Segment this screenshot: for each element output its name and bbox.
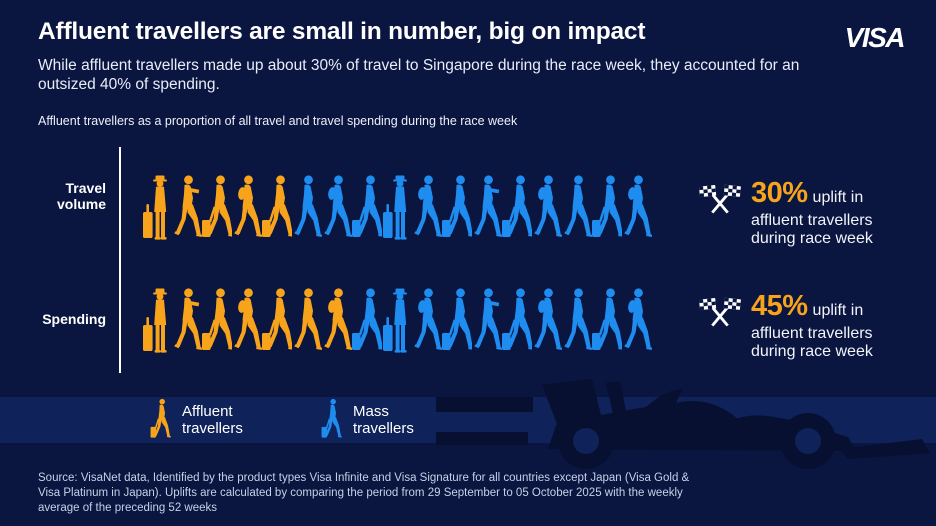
- uplift-percentage: 45%: [751, 290, 808, 322]
- traveller-icon-roller: [352, 281, 382, 357]
- traveller-icon-backpack: [412, 168, 442, 244]
- traveller-icon-walk: [292, 281, 322, 357]
- traveller-icon-wave: [172, 168, 202, 244]
- uplift-text: uplift in: [812, 189, 864, 206]
- traveller-icon-roller: [592, 168, 622, 244]
- traveller-icon-stand: [383, 288, 407, 353]
- legend-item-affluent: Affluent travellers: [148, 398, 264, 442]
- traveller-icon-backpack: [232, 281, 262, 357]
- uplift-callout-travel-volume: 30% uplift in affluent travellers during …: [698, 179, 929, 248]
- traveller-icon-roller: [442, 281, 472, 357]
- uplift-callout-spending: 45% uplift in affluent travellers during …: [698, 292, 929, 361]
- traveller-icon-backpack: [532, 168, 562, 244]
- traveller-icon-backpack: [232, 168, 262, 244]
- row-label-travel-volume: Travel volume: [56, 180, 106, 212]
- source-note: Source: VisaNet data, Identified by the …: [38, 472, 690, 514]
- chart-caption: Affluent travellers as a proportion of a…: [38, 114, 518, 128]
- traveller-icon-roller: [502, 281, 532, 357]
- uplift-text: uplift in: [812, 302, 864, 319]
- legend: Affluent travellers Mass travellers: [148, 397, 435, 443]
- page-title: Affluent travellers are small in number,…: [38, 18, 646, 45]
- traveller-icon-backpack: [322, 168, 352, 244]
- f1-car-silhouette: [436, 379, 930, 469]
- visa-logo: VISA: [844, 22, 906, 53]
- legend-item-mass: Mass travellers: [319, 398, 435, 442]
- pictogram-row-travel-volume: [142, 166, 670, 244]
- traveller-icon-roller: [202, 168, 232, 244]
- subtitle: While affluent travellers made up about …: [38, 57, 800, 93]
- traveller-icon-roller: [262, 281, 292, 357]
- traveller-icon-backpack: [622, 281, 652, 357]
- traveller-icon-roller: [262, 168, 292, 244]
- traveller-icon-backpack: [412, 281, 442, 357]
- uplift-text: during race week: [751, 230, 873, 247]
- traveller-icon-wave: [172, 281, 202, 357]
- traveller-icon-stand: [383, 175, 407, 240]
- traveller-icon-roller: [502, 168, 532, 244]
- axis-divider: [119, 147, 121, 373]
- affluent-traveller-icon: [148, 398, 172, 442]
- uplift-text: affluent travellers: [751, 325, 873, 342]
- mass-traveller-icon: [319, 398, 343, 442]
- traveller-icon-stand: [143, 175, 167, 240]
- traveller-icon-roller: [202, 281, 232, 357]
- uplift-percentage: 30%: [751, 177, 808, 209]
- traveller-icon-walk: [562, 281, 592, 357]
- traveller-icon-backpack: [322, 281, 352, 357]
- traveller-icon-backpack: [622, 168, 652, 244]
- traveller-icon-stand: [143, 288, 167, 353]
- uplift-text: affluent travellers: [751, 212, 873, 229]
- row-label-spending: Spending: [42, 311, 106, 327]
- checkered-flags-icon: [698, 184, 741, 214]
- traveller-icon-backpack: [532, 281, 562, 357]
- traveller-icon-roller: [592, 281, 622, 357]
- checkered-flags-icon: [698, 297, 741, 327]
- legend-label: Affluent travellers: [182, 403, 243, 437]
- traveller-icon-walk: [292, 168, 322, 244]
- traveller-icon-roller: [442, 168, 472, 244]
- pictogram-row-spending: [142, 279, 670, 357]
- traveller-icon-roller: [352, 168, 382, 244]
- legend-label: Mass travellers: [353, 403, 414, 437]
- traveller-icon-walk: [562, 168, 592, 244]
- traveller-icon-wave: [472, 168, 502, 244]
- uplift-text: during race week: [751, 343, 873, 360]
- traveller-icon-wave: [472, 281, 502, 357]
